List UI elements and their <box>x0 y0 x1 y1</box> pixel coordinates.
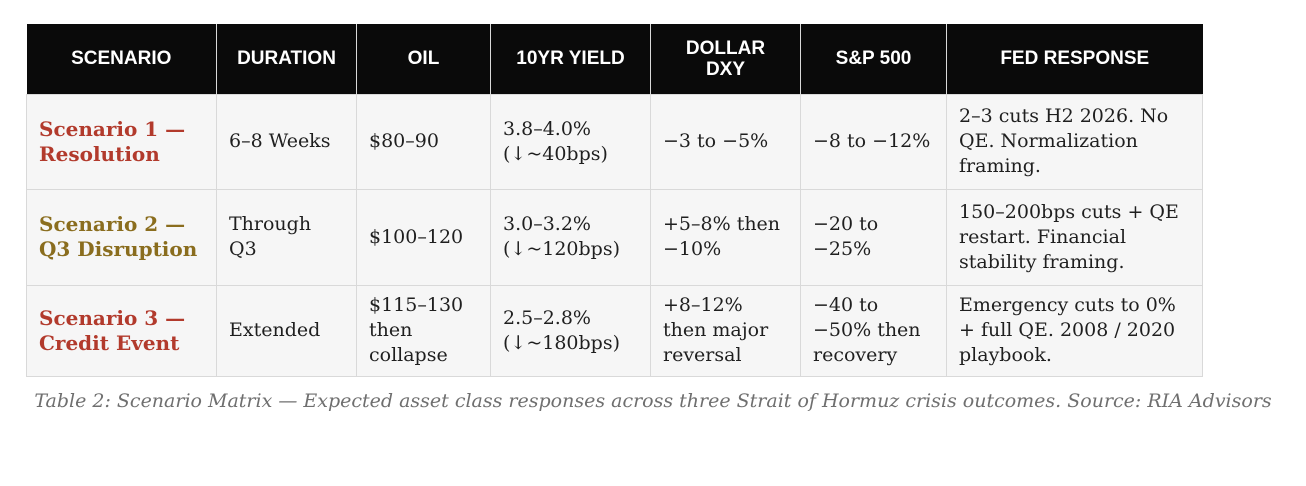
header-dollar-dxy: DOLLAR DXY <box>650 24 801 94</box>
duration-cell: 6–8 Weeks <box>216 93 357 190</box>
scenario-cell: Scenario 3 — Credit Event <box>26 284 217 377</box>
fed-response-cell: 150–200bps cuts + QE restart. Financial … <box>946 188 1203 286</box>
header-oil: OIL <box>356 24 491 94</box>
duration-cell: Through Q3 <box>216 188 357 286</box>
sp500-cell: −20 to −25% <box>800 188 947 286</box>
header-10yr-yield: 10YR YIELD <box>490 24 651 94</box>
header-row: SCENARIO DURATION OIL 10YR YIELD DOLLAR … <box>26 24 1203 94</box>
table-caption: Table 2: Scenario Matrix — Expected asse… <box>34 390 1272 412</box>
duration-cell: Extended <box>216 284 357 377</box>
yield-cell: 3.8–4.0% (↓~40bps) <box>490 93 651 190</box>
scenario-matrix-table: SCENARIO DURATION OIL 10YR YIELD DOLLAR … <box>26 24 1203 377</box>
header-duration: DURATION <box>216 24 357 94</box>
fed-response-cell: 2–3 cuts H2 2026. No QE. Normalization f… <box>946 93 1203 190</box>
header-fed-response: FED RESPONSE <box>946 24 1203 94</box>
yield-cell: 3.0–3.2% (↓~120bps) <box>490 188 651 286</box>
scenario-matrix-table-wrapper: SCENARIO DURATION OIL 10YR YIELD DOLLAR … <box>26 24 1203 377</box>
sp500-cell: −8 to −12% <box>800 93 947 190</box>
dxy-cell: −3 to −5% <box>650 93 801 190</box>
oil-cell: $115–130 then collapse <box>356 284 491 377</box>
table-row: Scenario 3 — Credit Event Extended $115–… <box>26 284 1203 377</box>
table-header: SCENARIO DURATION OIL 10YR YIELD DOLLAR … <box>26 24 1203 94</box>
header-sp500: S&P 500 <box>800 24 947 94</box>
oil-cell: $80–90 <box>356 93 491 190</box>
scenario-cell: Scenario 2 — Q3 Disruption <box>26 188 217 286</box>
header-scenario: SCENARIO <box>26 24 217 94</box>
scenario-cell: Scenario 1 — Resolution <box>26 93 217 190</box>
yield-cell: 2.5–2.8% (↓~180bps) <box>490 284 651 377</box>
table-body: Scenario 1 — Resolution 6–8 Weeks $80–90… <box>26 93 1203 377</box>
oil-cell: $100–120 <box>356 188 491 286</box>
table-row: Scenario 1 — Resolution 6–8 Weeks $80–90… <box>26 93 1203 190</box>
dxy-cell: +8–12% then major reversal <box>650 284 801 377</box>
fed-response-cell: Emergency cuts to 0% + full QE. 2008 / 2… <box>946 284 1203 377</box>
table-row: Scenario 2 — Q3 Disruption Through Q3 $1… <box>26 188 1203 286</box>
dxy-cell: +5–8% then −10% <box>650 188 801 286</box>
sp500-cell: −40 to −50% then recovery <box>800 284 947 377</box>
